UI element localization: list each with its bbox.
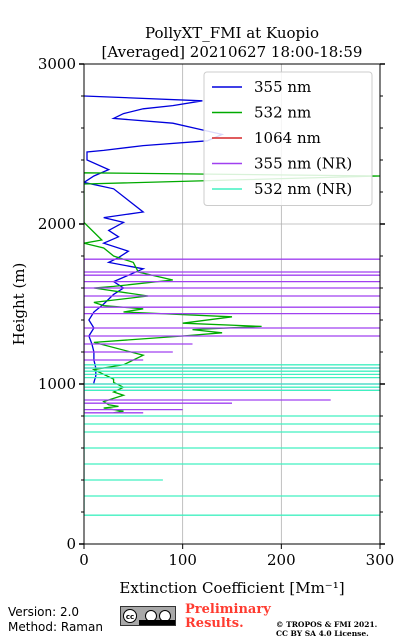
y-axis-label: Height (m) bbox=[10, 263, 28, 346]
legend-label-4: 532 nm (NR) bbox=[254, 180, 352, 198]
version-text: Version: 2.0 bbox=[8, 605, 80, 619]
plot-area bbox=[84, 95, 380, 516]
series-line-1 bbox=[84, 172, 380, 414]
legend-label-2: 1064 nm bbox=[254, 129, 321, 147]
chart-subtitle: [Averaged] 20210627 18:00-18:59 bbox=[102, 43, 363, 61]
plot-frame bbox=[83, 63, 381, 545]
series-line-0 bbox=[84, 95, 225, 384]
legend-label-1: 532 nm bbox=[254, 104, 311, 122]
x-tick-label: 0 bbox=[79, 551, 89, 569]
series-line-4 bbox=[84, 364, 380, 516]
series-line-3 bbox=[84, 258, 380, 414]
x-tick-label: 300 bbox=[366, 551, 395, 569]
legend: 355 nm 532 nm 1064 nm 355 nm (NR) 532 nm (NR… bbox=[203, 71, 373, 206]
preliminary-notice: Preliminary Results. bbox=[185, 603, 271, 631]
copyright-line2: CC BY SA 4.0 License. bbox=[276, 629, 369, 638]
preliminary-line1: Preliminary bbox=[185, 602, 271, 617]
x-tick-label: 100 bbox=[168, 551, 197, 569]
x-axis-label: Extinction Coefficient [Mm⁻¹] bbox=[119, 579, 344, 597]
legend-label-3: 355 nm (NR) bbox=[254, 155, 352, 173]
chart-title: PollyXT_FMI at Kuopio bbox=[145, 24, 319, 42]
legend-box bbox=[203, 71, 373, 206]
method-text: Method: Raman bbox=[8, 620, 103, 634]
y-tick-label: 1000 bbox=[38, 375, 76, 393]
copyright-notice: © TROPOS & FMI 2021. CC BY SA 4.0 Licens… bbox=[276, 620, 377, 638]
copyright-line1: © TROPOS & FMI 2021. bbox=[276, 620, 378, 629]
footer-info: Version: 2.0 Method: Raman bbox=[8, 605, 103, 635]
y-tick-label: 2000 bbox=[38, 215, 76, 233]
badge-strip bbox=[139, 620, 175, 625]
cc-by-sa-icon: cc bbox=[120, 606, 176, 626]
preliminary-line2: Results. bbox=[185, 616, 244, 631]
cc-logo-icon: cc bbox=[123, 609, 137, 623]
y-tick-label: 3000 bbox=[38, 55, 76, 73]
legend-label-0: 355 nm bbox=[254, 78, 311, 96]
x-tick-label: 200 bbox=[267, 551, 296, 569]
y-tick-label: 0 bbox=[66, 535, 76, 553]
